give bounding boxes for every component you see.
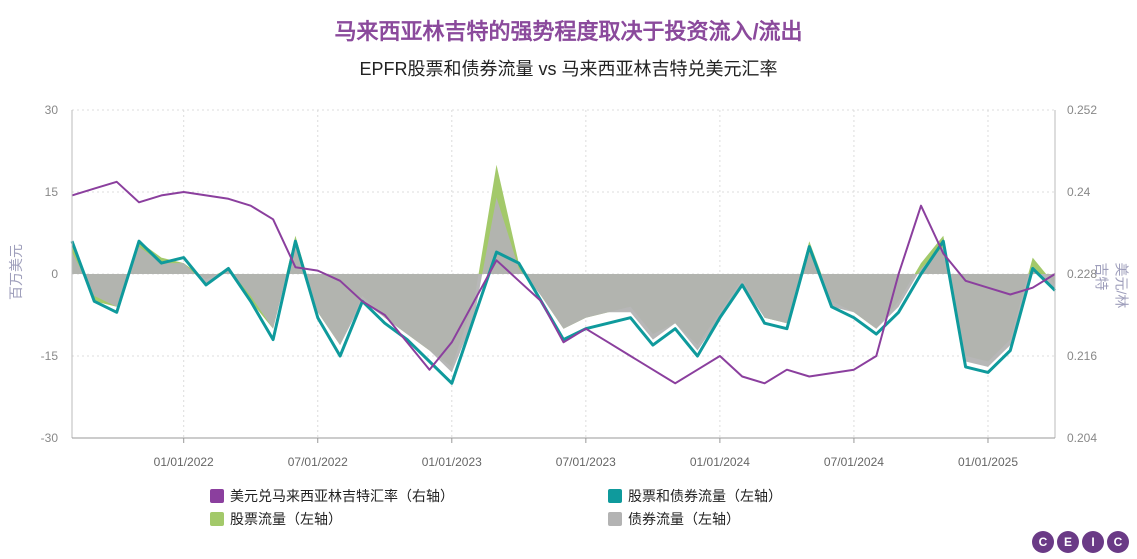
y-right-tick-label: 0.24: [1067, 185, 1091, 199]
legend-item-total[interactable]: 股票和债券流量（左轴）: [608, 486, 782, 506]
y-left-title: 百万美元: [8, 244, 24, 300]
y-right-title: 美元/林吉特: [1093, 262, 1130, 309]
y-right-tick-label: 0.216: [1067, 349, 1097, 363]
legend-swatch-equity: [210, 512, 224, 526]
chart-subtitle: EPFR股票和债券流量 vs 马来西亚林吉特兑美元汇率: [359, 59, 778, 79]
legend-item-bond[interactable]: 债券流量（左轴）: [608, 509, 740, 529]
x-tick-label: 07/01/2023: [556, 455, 616, 469]
x-tick-label: 01/01/2023: [422, 455, 482, 469]
legend-label-total: 股票和债券流量（左轴）: [628, 488, 782, 504]
line-layer: [70, 180, 1057, 385]
y-right-tick-label: 0.204: [1067, 431, 1097, 445]
x-tick-label: 07/01/2022: [288, 455, 348, 469]
fx-rate-line: [71, 180, 1056, 385]
legend-swatch-total: [608, 489, 622, 503]
logo-letter: C: [1107, 531, 1129, 553]
bond-flow-area: [72, 197, 1055, 373]
x-tick-label: 07/01/2024: [824, 455, 884, 469]
y-left-tick-label: 15: [45, 185, 59, 199]
x-tick-label: 01/01/2022: [154, 455, 214, 469]
legend-swatch-fx: [210, 489, 224, 503]
axes-layer: 30 15 0 -15 -30 0.252 0.24 0.228 0.216 0.204 01/01…: [41, 103, 1098, 469]
logo-letter: C: [1032, 531, 1054, 553]
legend-label-fx: 美元兑马来西亚林吉特汇率（右轴）: [230, 488, 454, 504]
total-flow-line: [70, 239, 1057, 385]
legend-label-bond: 债券流量（左轴）: [628, 511, 740, 527]
x-tick-label: 01/01/2025: [958, 455, 1018, 469]
y-left-tick-label: -30: [41, 431, 59, 445]
equity-flow-area: [72, 164, 1055, 367]
ceic-logo: C E I C: [1032, 531, 1129, 553]
y-right-tick-label: 0.228: [1067, 267, 1097, 281]
logo-letter: E: [1057, 531, 1079, 553]
y-left-tick-label: 0: [51, 267, 58, 281]
logo-letter: I: [1082, 531, 1104, 553]
x-tick-label: 01/01/2024: [690, 455, 750, 469]
legend-label-equity: 股票流量（左轴）: [230, 511, 342, 527]
y-left-tick-label: 30: [45, 103, 59, 117]
legend-item-equity[interactable]: 股票流量（左轴）: [210, 509, 342, 529]
y-right-tick-label: 0.252: [1067, 103, 1097, 117]
legend-item-fx[interactable]: 美元兑马来西亚林吉特汇率（右轴）: [210, 486, 454, 506]
area-layer: [72, 164, 1055, 373]
legend-swatch-bond: [608, 512, 622, 526]
chart-title: 马来西亚林吉特的强势程度取决于投资流入/流出: [334, 19, 803, 44]
y-left-tick-label: -15: [41, 349, 59, 363]
